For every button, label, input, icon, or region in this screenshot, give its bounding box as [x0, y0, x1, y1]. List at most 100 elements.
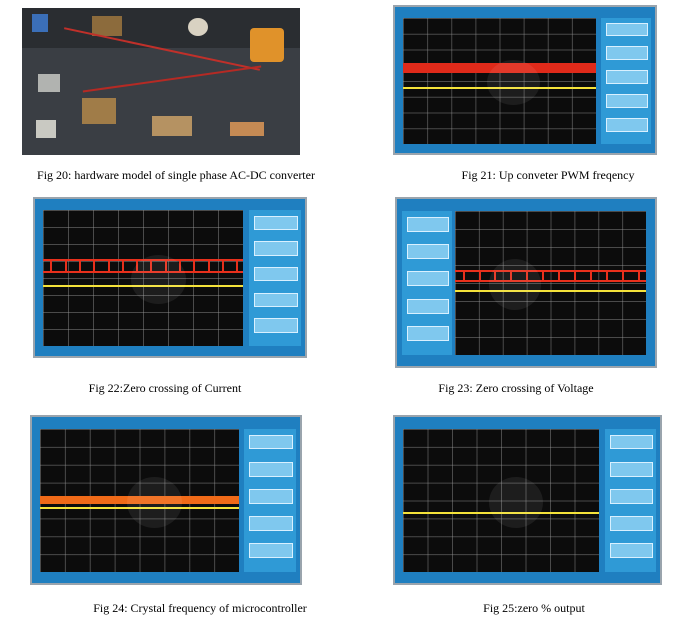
menu-button: [407, 325, 450, 341]
menu-button: [249, 515, 293, 531]
glare: [127, 476, 182, 528]
trace-edge: [542, 269, 545, 280]
trace-edge: [121, 259, 124, 272]
board: [152, 116, 192, 136]
trace-edge: [637, 269, 640, 280]
glare: [488, 258, 542, 311]
scope-screen: [403, 428, 600, 572]
glare: [130, 255, 186, 304]
oscilloscope-photo: [395, 197, 657, 368]
menu-button: [609, 488, 653, 504]
board: [230, 122, 264, 136]
menu-button: [249, 543, 293, 558]
figure-caption: Fig 20: hardware model of single phase A…: [37, 168, 315, 182]
menu-button: [253, 292, 298, 307]
trace-edge: [164, 259, 167, 272]
trace-yellow: [403, 511, 600, 514]
glare: [489, 476, 543, 528]
trace-yellow: [40, 507, 239, 510]
trace-band: [40, 496, 239, 505]
trace-edge: [558, 269, 561, 280]
oscilloscope-photo: [33, 197, 307, 358]
glare: [487, 59, 541, 105]
menu-button: [609, 515, 653, 531]
component: [32, 14, 48, 32]
menu-button: [249, 434, 293, 450]
trace-edge: [236, 259, 239, 272]
trace-edge: [621, 269, 624, 280]
trace-edge: [221, 259, 224, 272]
oscilloscope-photo: [393, 415, 662, 585]
menu-button: [407, 271, 450, 287]
trace-edge: [107, 259, 110, 272]
trace-top: [43, 259, 244, 262]
menu-button: [605, 70, 649, 84]
trace-edge: [178, 259, 181, 272]
menu-button: [609, 543, 653, 558]
trace-edge: [590, 269, 593, 280]
wire: [82, 65, 262, 93]
scope-screen: [40, 428, 239, 572]
transformer: [38, 74, 60, 92]
scope-menu: [244, 428, 296, 572]
scope-screen: [454, 210, 646, 355]
menu-button: [407, 298, 450, 314]
trace-edge: [50, 259, 53, 272]
trace-yellow: [43, 284, 244, 287]
menu-button: [605, 46, 649, 60]
component: [188, 18, 208, 36]
menu-button: [609, 434, 653, 450]
trace-yellow: [454, 289, 646, 292]
oscilloscope-photo: [393, 5, 657, 155]
menu-button: [609, 461, 653, 477]
scope-menu: [248, 210, 301, 346]
trace-band: [402, 62, 596, 73]
trace-edge: [606, 269, 609, 280]
trace-edge: [462, 269, 465, 280]
figure-caption: Fig 21: Up conveter PWM freqency: [461, 168, 635, 182]
menu-button: [253, 267, 298, 282]
trace-yellow: [402, 86, 596, 89]
menu-button: [253, 318, 298, 333]
trace-bottom: [43, 271, 244, 274]
menu-button: [605, 22, 649, 36]
transformer: [36, 120, 56, 138]
scope-screen: [43, 210, 244, 346]
menu-button: [253, 241, 298, 256]
trace-edge: [510, 269, 513, 280]
trace-edge: [64, 259, 67, 272]
menu-button: [407, 244, 450, 259]
figure-caption: Fig 22:Zero crossing of Current: [88, 381, 242, 395]
multimeter: [250, 28, 284, 62]
hardware-photo: [22, 8, 300, 155]
scope-menu: [600, 17, 652, 144]
figure-caption: Fig 25:zero % output: [483, 601, 585, 615]
trace-edge: [93, 259, 96, 272]
menu-button: [605, 94, 649, 108]
trace-edge: [136, 259, 139, 272]
trace-edge: [574, 269, 577, 280]
menu-button: [407, 216, 450, 232]
menu-button: [249, 488, 293, 504]
scope-menu: [604, 428, 656, 572]
oscilloscope-photo: [30, 415, 302, 585]
trace-edge: [478, 269, 481, 280]
trace-edge: [150, 259, 153, 272]
scope-screen: [402, 17, 596, 144]
menu-button: [249, 461, 293, 477]
menu-button: [605, 118, 649, 132]
trace-edge: [494, 269, 497, 280]
trace-bottom: [454, 279, 646, 282]
figure-caption: Fig 23: Zero crossing of Voltage: [438, 381, 594, 395]
scope-menu: [402, 210, 452, 355]
component: [92, 16, 122, 36]
trace-edge: [193, 259, 196, 272]
figure-caption: Fig 24: Crystal frequency of microcontro…: [93, 601, 307, 615]
trace-edge: [78, 259, 81, 272]
trace-edge: [526, 269, 529, 280]
board: [82, 98, 116, 124]
trace-top: [454, 269, 646, 272]
menu-button: [253, 215, 298, 230]
trace-edge: [207, 259, 210, 272]
